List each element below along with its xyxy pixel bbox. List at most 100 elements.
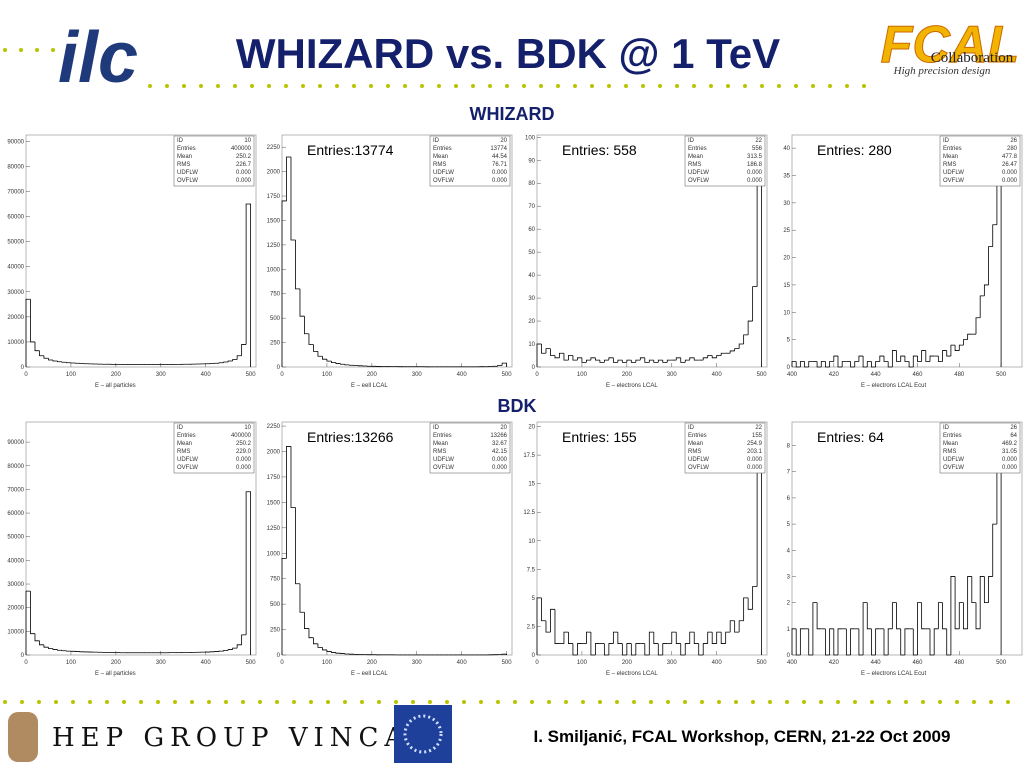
x-tick-label: 500 [502,660,513,666]
histogram-bin [34,633,40,642]
histogram-bin [281,557,287,655]
x-tick-label: 500 [996,660,1007,666]
plot-frame [791,134,1023,368]
histogram-bin [904,356,910,362]
y-tick-label: 30000 [7,582,24,588]
stats-value: 0.000 [1002,465,1018,471]
histogram-bin [227,360,233,362]
y-tick-label: 1000 [267,551,281,557]
y-tick-label: 30000 [7,290,24,296]
histogram-bin [621,643,627,656]
stats-label: Entries [943,433,962,439]
stats-label: Entries [688,433,707,439]
histogram-bin [304,316,309,335]
histogram-bin [816,602,822,630]
stats-value: 0.000 [236,465,252,471]
x-tick-label: 400 [457,660,468,666]
stats-value: 0.000 [492,457,508,463]
histogram-bin [617,632,623,644]
annotation: Entries: 155 [562,429,637,445]
histogram-bin [734,348,740,351]
histogram-bin [804,361,809,368]
stats-value: 229.0 [236,449,252,455]
histogram-bin [572,355,578,361]
stats-label: Mean [177,441,192,447]
stats-label: OVFLW [688,178,709,184]
histogram-bin [39,350,44,357]
histogram-bin [653,360,659,363]
histogram-bin [983,576,989,604]
histogram-bin [295,507,300,585]
y-tick-label: 40000 [7,265,24,271]
histogram-bin [942,350,947,362]
stats-label: RMS [688,449,701,455]
histogram-bin [241,634,247,645]
stats-label: ID [943,425,950,431]
histogram-bin [608,357,614,361]
histogram-bin [799,361,805,367]
stats-value: 10 [244,425,251,431]
histogram-bin [39,640,44,646]
x-tick-label: 0 [24,660,28,666]
x-tick-label: 300 [412,372,423,378]
stats-value: 250.2 [236,154,252,160]
histogram-bin [971,576,976,604]
histogram-bin [871,361,876,368]
y-tick-label: 2250 [267,424,281,430]
x-tick-label: 460 [912,372,923,378]
x-tick-label: 500 [757,372,768,378]
stats-value: 0.000 [747,170,763,176]
histogram-bin [711,632,717,644]
y-tick-label: 1250 [267,243,281,249]
histogram-bin [559,352,564,358]
stats-label: UDFLW [177,170,198,176]
stats-label: ID [177,138,184,144]
stats-value: 313.5 [747,154,763,160]
histogram-bin [48,647,53,650]
y-tick-label: 25 [783,228,790,234]
x-tick-label: 440 [871,372,882,378]
histogram-bin [290,446,296,508]
histogram-bin [286,446,291,559]
histogram-bin [854,361,859,367]
stats-box [684,422,766,474]
histogram-bin [313,637,318,645]
histogram-bin [954,345,960,351]
histogram-bin [979,295,985,318]
histogram-bin [837,356,843,368]
x-tick-label: 0 [280,372,284,378]
histogram-bin [501,362,508,367]
histogram-bin [241,344,247,356]
histogram-bin [858,628,864,656]
stats-value: 400000 [231,146,252,152]
histogram-bin [992,523,997,577]
histogram-bin [554,609,560,644]
histogram-bin [871,628,876,656]
histogram-bin [612,631,618,644]
stats-value: 477.8 [1002,154,1018,160]
histogram-bin [950,576,956,655]
histogram-bin [937,356,943,362]
x-tick-label: 200 [111,372,122,378]
x-tick-label: 460 [912,660,923,666]
histogram-bin [887,628,893,655]
stats-value: 0.000 [492,178,508,184]
histogram-bin [30,299,35,343]
y-tick-label: 60000 [7,511,24,517]
histogram-bin [791,361,797,367]
stats-label: Mean [943,154,958,160]
y-tick-label: 750 [270,292,281,298]
histogram-bin [299,583,305,613]
stats-value: 26 [1010,425,1017,431]
histogram-bin [644,357,650,363]
x-tick-label: 480 [954,372,965,378]
histogram-bin [887,361,893,368]
stats-value: 0.000 [1002,170,1018,176]
histogram-bin [829,361,834,367]
histogram-bin [738,343,744,349]
histogram-bin [322,356,327,360]
histogram-bin [684,643,690,655]
stats-value: 280 [1007,146,1018,152]
stats-label: Mean [433,154,448,160]
x-tick-label: 500 [757,660,768,666]
